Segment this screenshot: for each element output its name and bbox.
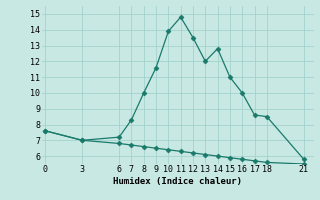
X-axis label: Humidex (Indice chaleur): Humidex (Indice chaleur) [113, 177, 242, 186]
